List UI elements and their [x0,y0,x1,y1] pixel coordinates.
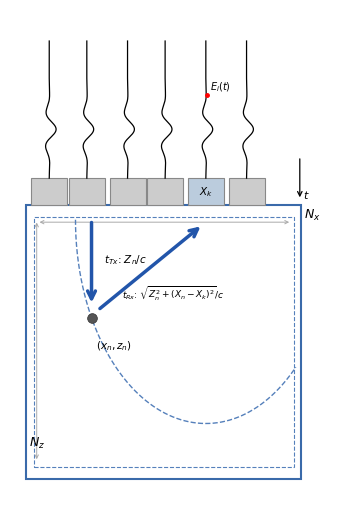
Text: $N_x$: $N_x$ [304,208,321,223]
Bar [229,179,264,206]
Text: $N_z$: $N_z$ [29,435,45,450]
Bar [147,179,183,206]
Bar [31,179,67,206]
Bar [110,179,145,206]
Text: $X_k$: $X_k$ [199,185,213,199]
Text: $t_{Rx}$: $\sqrt{Z_n^2+(X_n-X_k)^2}/c$: $t_{Rx}$: $\sqrt{Z_n^2+(X_n-X_k)^2}/c$ [122,284,225,302]
Bar [26,206,301,479]
Bar [33,218,294,467]
Text: $E_i(t)$: $E_i(t)$ [209,80,230,94]
Bar [69,179,105,206]
Bar [188,179,224,206]
Text: $(x_n,z_n)$: $(x_n,z_n)$ [96,338,132,352]
Text: $t_{Tx}$: $Z_n/c$: $t_{Tx}$: $Z_n/c$ [104,252,147,266]
Text: $t$: $t$ [303,189,310,201]
